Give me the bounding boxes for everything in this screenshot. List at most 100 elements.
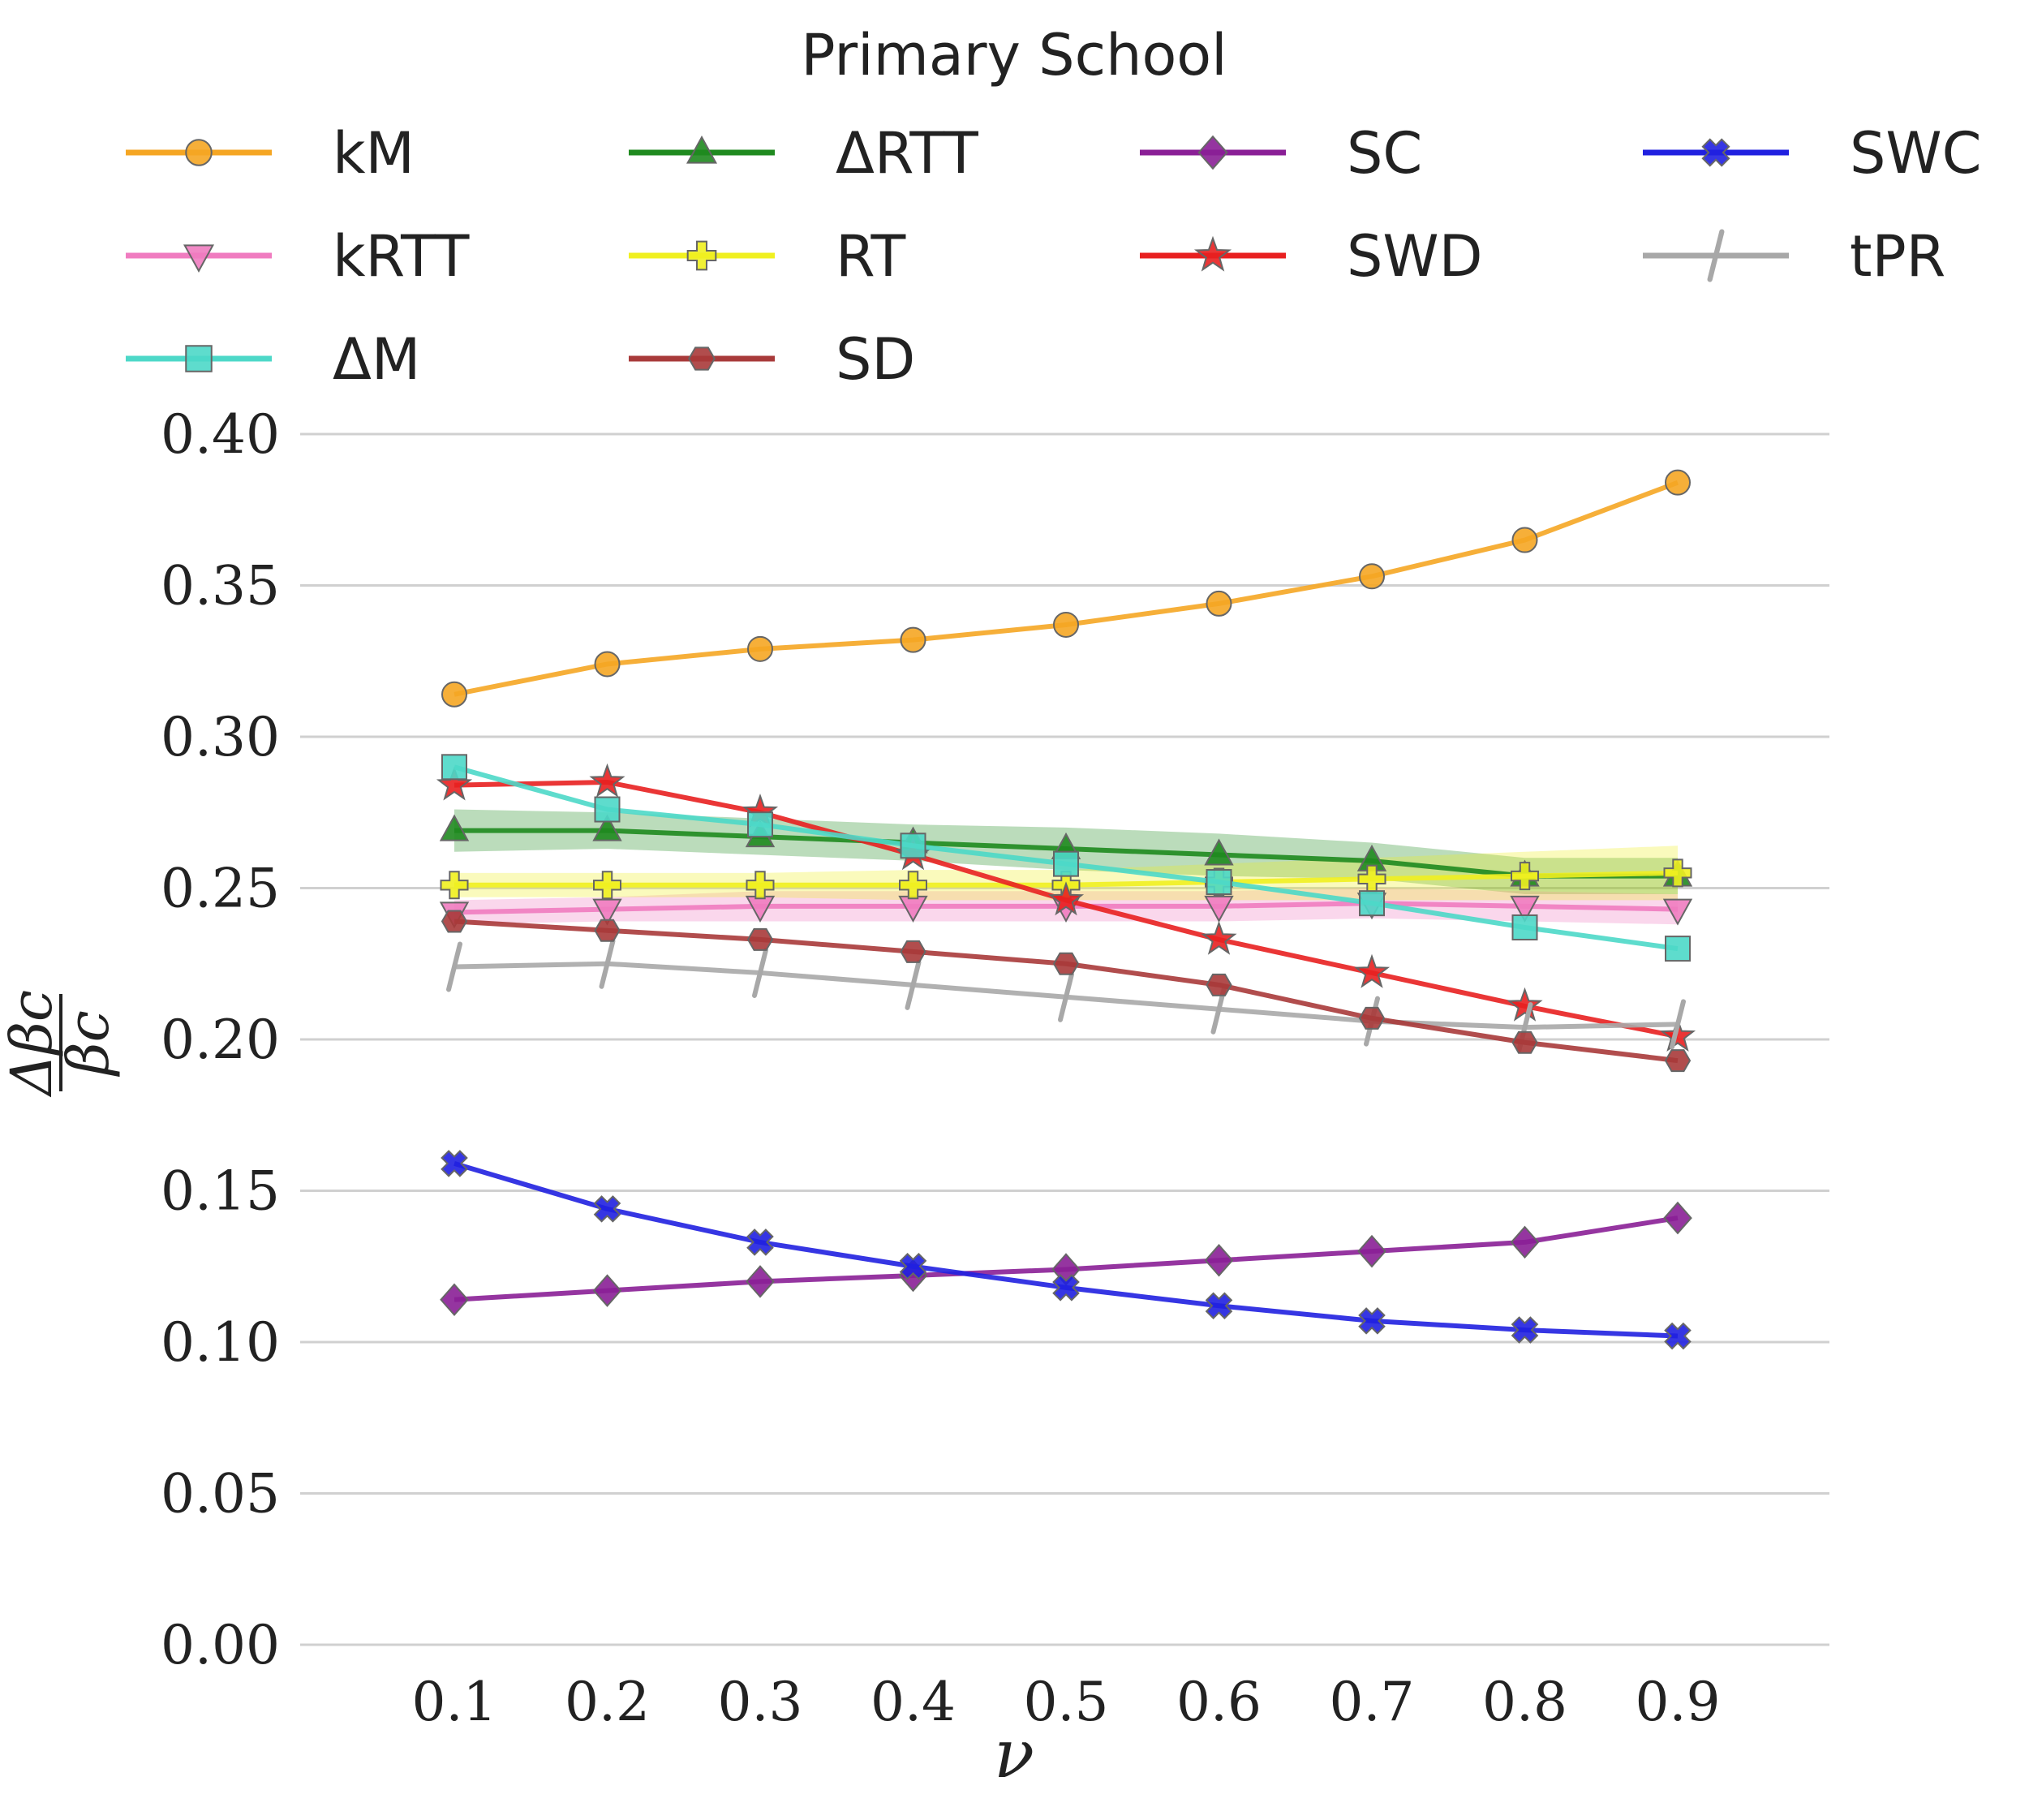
- data-point: [746, 871, 775, 900]
- y-tick-label: 0.10: [161, 1311, 280, 1374]
- data-point: [446, 941, 462, 992]
- data-point: [1664, 1322, 1692, 1350]
- data-point: [1664, 1049, 1692, 1073]
- data-point-shape: [899, 1252, 927, 1280]
- legend-item-delta-m: ΔM: [126, 326, 420, 393]
- y-tick-label: 0.00: [161, 1614, 280, 1676]
- x-tick-label: 0.9: [1636, 1671, 1721, 1733]
- y-tick-label: 0.25: [161, 858, 280, 920]
- data-point: [1052, 1274, 1080, 1302]
- data-point: [1053, 850, 1079, 877]
- data-point: [688, 346, 716, 371]
- data-point: [592, 814, 622, 841]
- data-point: [1358, 1307, 1386, 1335]
- legend-label: ΔM: [333, 326, 420, 393]
- data-point: [1206, 590, 1232, 617]
- data-point-shape: [746, 1228, 774, 1256]
- x-tick-label: 0.7: [1330, 1671, 1415, 1733]
- legend-label: SWC: [1850, 120, 1982, 187]
- legend-item-km: kM: [126, 120, 415, 187]
- data-point: [594, 651, 621, 678]
- x-tick-label: 0.1: [412, 1671, 497, 1733]
- y-axis-label-denominator: βc: [55, 1010, 122, 1078]
- data-point: [592, 898, 622, 926]
- data-point: [1510, 1225, 1540, 1259]
- legend-label: SC: [1347, 120, 1422, 187]
- data-point: [1701, 138, 1730, 167]
- data-point: [900, 833, 926, 859]
- data-point: [441, 1150, 468, 1177]
- series-swd: [436, 763, 1696, 1052]
- data-point: [1047, 881, 1085, 916]
- data-point: [1665, 469, 1691, 496]
- data-point: [905, 959, 922, 1010]
- data-point: [900, 626, 926, 653]
- legend-label: SWD: [1347, 223, 1483, 290]
- data-point: [589, 763, 625, 798]
- data-point: [1204, 838, 1234, 866]
- legend-item-krtt: kRTT: [126, 223, 470, 290]
- legend-item-tpr: tPR: [1643, 223, 1945, 290]
- legend-item-swd: SWD: [1140, 223, 1483, 290]
- data-point: [1670, 999, 1686, 1050]
- data-point-shape: [1052, 1274, 1080, 1302]
- data-point: [593, 871, 621, 900]
- data-point: [1201, 920, 1237, 955]
- data-point: [747, 635, 773, 662]
- data-point: [594, 919, 621, 942]
- data-point: [1358, 1006, 1386, 1030]
- data-point: [747, 811, 773, 838]
- data-point: [1662, 898, 1693, 926]
- legend-label: ΔRTT: [836, 120, 978, 187]
- y-axis-label: Δβc βc: [0, 990, 122, 1098]
- data-point: [1053, 611, 1079, 638]
- data-point: [1205, 1292, 1233, 1320]
- data-point: [594, 796, 621, 823]
- legend-item-rt: RT: [629, 223, 906, 290]
- data-point: [1353, 953, 1391, 988]
- legend-label: tPR: [1850, 223, 1945, 290]
- data-point: [441, 754, 467, 781]
- data-point: [1052, 952, 1080, 975]
- data-point: [899, 871, 927, 900]
- data-point: [686, 240, 717, 271]
- data-point: [1206, 869, 1232, 896]
- data-point: [1511, 1316, 1539, 1344]
- series-km: [441, 469, 1691, 708]
- data-point: [1511, 862, 1539, 891]
- data-point: [1357, 1234, 1386, 1268]
- data-point: [1663, 858, 1692, 888]
- data-point: [1193, 235, 1232, 272]
- chart-title: Primary School: [801, 22, 1227, 88]
- data-point: [900, 940, 926, 963]
- series-sc: [440, 1201, 1692, 1317]
- data-point: [592, 1274, 622, 1307]
- data-point: [440, 871, 469, 900]
- data-point: [746, 927, 774, 951]
- x-tick-label: 0.3: [718, 1671, 803, 1733]
- data-point: [441, 681, 467, 708]
- data-point: [1507, 987, 1543, 1022]
- data-point: [599, 938, 616, 989]
- x-axis-ticks: 0.1 0.2 0.3 0.4 0.5 0.6 0.7 0.8 0.9: [412, 1671, 1721, 1733]
- data-point-shape: [1358, 1307, 1386, 1335]
- data-point: [1511, 527, 1538, 553]
- data-point: [1204, 895, 1234, 923]
- data-point: [185, 345, 213, 372]
- data-point: [1511, 914, 1538, 940]
- data-point-shape: [593, 1195, 621, 1223]
- data-point: [183, 244, 215, 273]
- data-point: [185, 139, 213, 166]
- data-point: [439, 814, 470, 841]
- data-point: [1359, 563, 1385, 590]
- data-point: [441, 910, 468, 933]
- x-tick-label: 0.2: [565, 1671, 650, 1733]
- x-tick-label: 0.8: [1482, 1671, 1567, 1733]
- legend-label: SD: [836, 326, 915, 393]
- x-tick-label: 0.6: [1176, 1671, 1262, 1733]
- legend-item-sd: SD: [629, 326, 915, 393]
- legend-item-sc: SC: [1140, 120, 1422, 187]
- data-point: [746, 1265, 775, 1298]
- data-point: [1206, 973, 1232, 996]
